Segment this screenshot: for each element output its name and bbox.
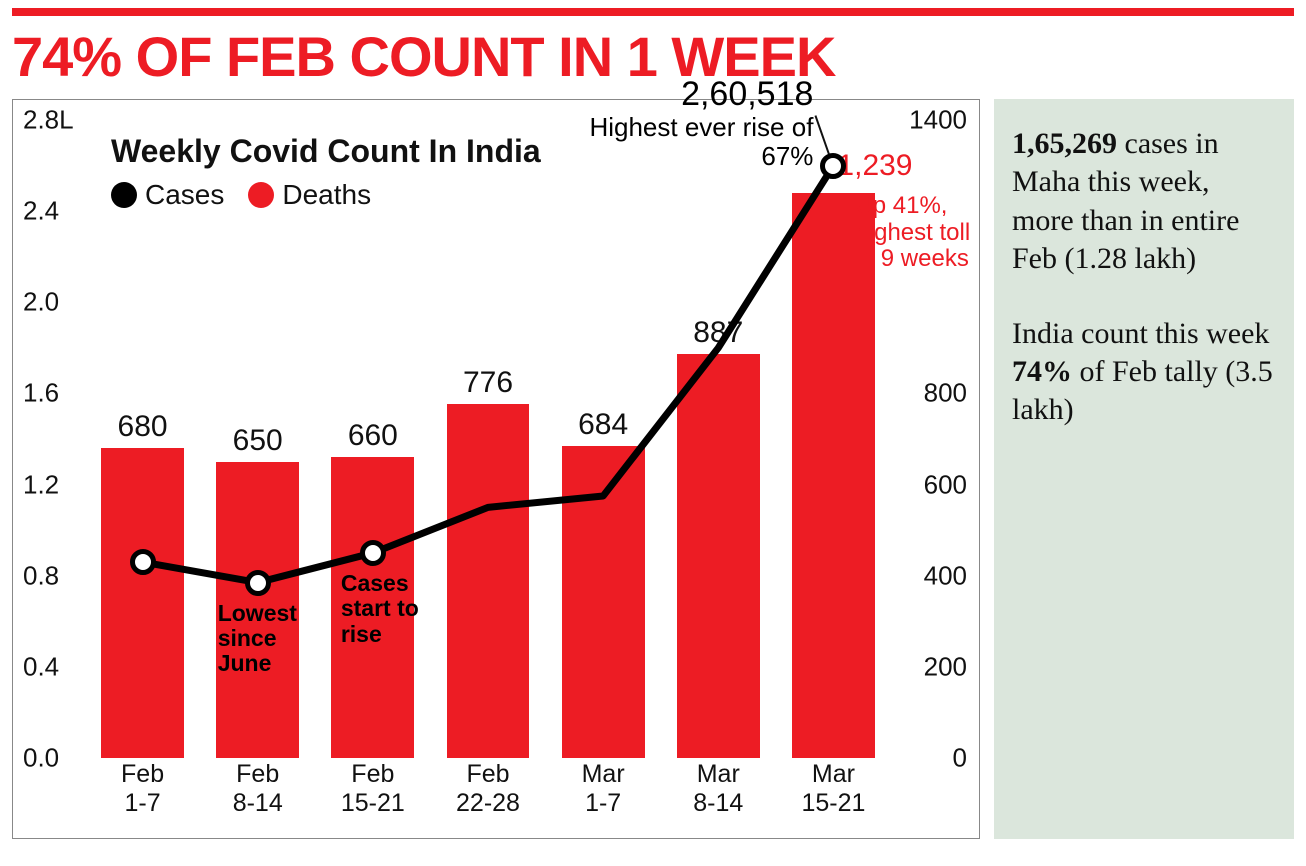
y-tick-left: 0.0 xyxy=(23,743,59,774)
header-rule xyxy=(12,8,1294,16)
y-tick-right: 0 xyxy=(953,743,967,774)
x-tick-label: Mar8-14 xyxy=(661,760,776,828)
chart-plot: 6806506607766848871,239 xyxy=(85,120,891,758)
chart-title: Weekly Covid Count In India xyxy=(111,134,541,169)
x-axis: Feb1-7Feb8-14Feb15-21Feb22-28Mar1-7Mar8-… xyxy=(85,760,891,828)
y-tick-right: 600 xyxy=(924,469,967,500)
legend-cases: Cases xyxy=(111,179,224,211)
chart-legend: Weekly Covid Count In India Cases Deaths xyxy=(111,134,541,211)
line-marker xyxy=(130,549,156,575)
y-tick-left: 1.6 xyxy=(23,378,59,409)
sidebar: 1,65,269 cases in Maha this week, more t… xyxy=(994,99,1294,839)
chart-container: Weekly Covid Count In India Cases Deaths xyxy=(12,99,980,839)
line-marker xyxy=(245,570,271,596)
x-tick-label: Mar1-7 xyxy=(546,760,661,828)
cases-line xyxy=(85,120,891,758)
y-tick-right: 1400 xyxy=(909,105,967,136)
y-tick-right: 800 xyxy=(924,378,967,409)
legend-label: Cases xyxy=(145,179,224,211)
annotation-peak-deaths: Up 41%, highest toll in 9 weeks xyxy=(855,193,975,272)
y-tick-left: 0.8 xyxy=(23,560,59,591)
line-marker xyxy=(360,540,386,566)
annotation-lowest: Lowest since June xyxy=(218,601,328,677)
annotation-peak-cases: 2,60,518 Highest ever rise of 67% xyxy=(553,76,813,171)
legend-deaths: Deaths xyxy=(248,179,371,211)
line-marker xyxy=(820,153,846,179)
legend-label: Deaths xyxy=(282,179,371,211)
dot-icon xyxy=(111,182,137,208)
x-tick-label: Feb22-28 xyxy=(430,760,545,828)
y-tick-left: 2.4 xyxy=(23,196,59,227)
x-tick-label: Feb8-14 xyxy=(200,760,315,828)
annotation-start-rise: Cases start to rise xyxy=(341,571,451,647)
sidebar-para-2: India count this week 74% of Feb tally (… xyxy=(1012,315,1276,430)
y-tick-right: 400 xyxy=(924,560,967,591)
y-tick-left: 1.2 xyxy=(23,469,59,500)
x-tick-label: Feb15-21 xyxy=(315,760,430,828)
y-tick-left: 0.4 xyxy=(23,651,59,682)
x-tick-label: Feb1-7 xyxy=(85,760,200,828)
y-axis-left: 0.00.40.81.21.62.02.42.8L xyxy=(21,120,81,758)
y-tick-right: 200 xyxy=(924,651,967,682)
x-tick-label: Mar15-21 xyxy=(776,760,891,828)
y-tick-left: 2.8L xyxy=(23,105,74,136)
sidebar-para-1: 1,65,269 cases in Maha this week, more t… xyxy=(1012,125,1276,279)
dot-icon xyxy=(248,182,274,208)
y-tick-left: 2.0 xyxy=(23,287,59,318)
